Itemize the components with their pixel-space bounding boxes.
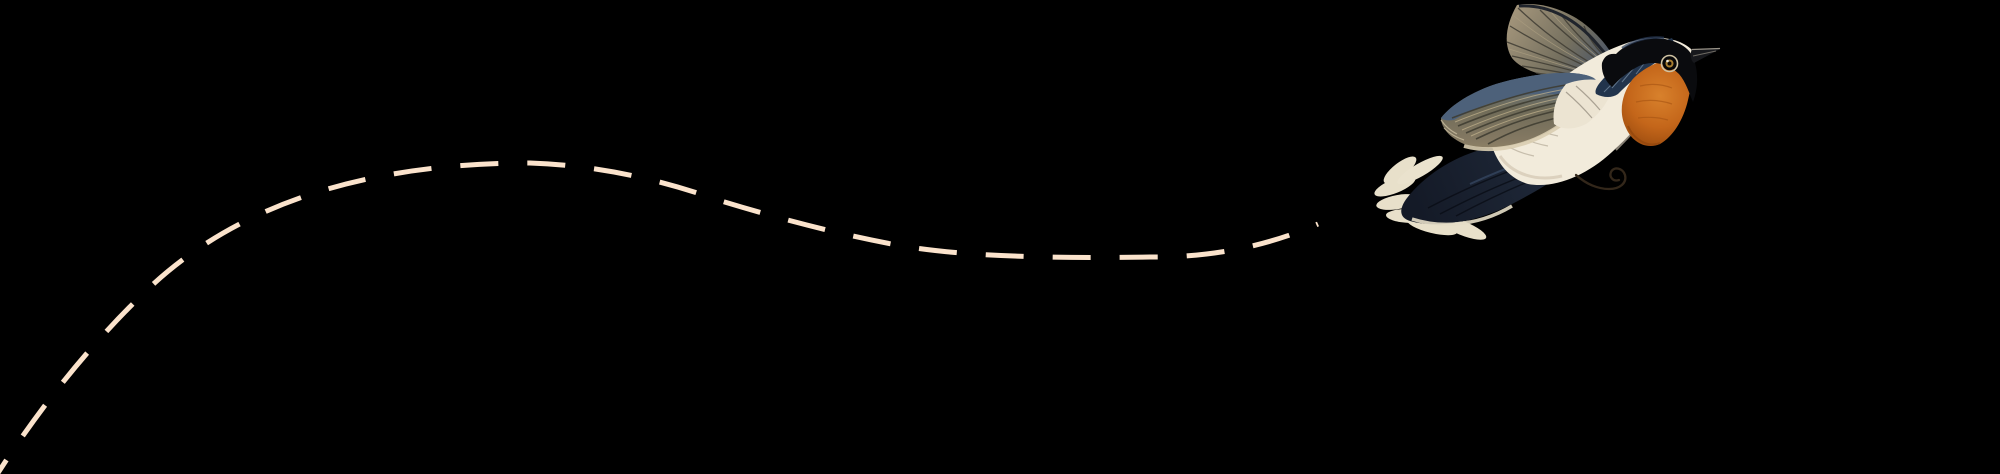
bird-near-wing (1440, 72, 1598, 152)
bird-eye (1660, 54, 1679, 73)
swallow-bird-illustration (1374, 3, 1721, 240)
bird-throat-breast (1621, 56, 1693, 147)
bird-beak (1690, 47, 1721, 63)
bird-wing-blue-band (1441, 72, 1596, 121)
dashed-flight-path (0, 160, 1319, 474)
bird-foot (1574, 167, 1627, 191)
bird-head-cap (1601, 36, 1698, 102)
